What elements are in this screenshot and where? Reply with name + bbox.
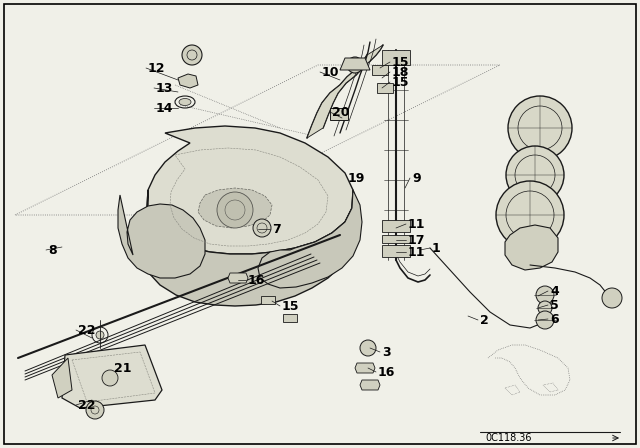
Text: 5: 5 (550, 298, 559, 311)
Text: 8: 8 (48, 244, 56, 257)
Text: 6: 6 (550, 313, 559, 326)
Text: 15: 15 (392, 56, 410, 69)
Text: 22: 22 (78, 323, 95, 336)
Polygon shape (140, 190, 358, 306)
Text: 0C118.36: 0C118.36 (485, 433, 531, 443)
Polygon shape (377, 83, 393, 93)
Text: 16: 16 (248, 273, 266, 287)
Polygon shape (355, 363, 375, 373)
Polygon shape (382, 50, 410, 65)
Text: 20: 20 (332, 105, 349, 119)
Text: 11: 11 (408, 246, 426, 258)
Polygon shape (178, 74, 198, 88)
Text: 13: 13 (156, 82, 173, 95)
Circle shape (187, 50, 197, 60)
Polygon shape (330, 108, 348, 120)
Circle shape (217, 192, 253, 228)
Text: 22: 22 (78, 399, 95, 412)
Text: 15: 15 (392, 76, 410, 89)
Circle shape (182, 45, 202, 65)
Polygon shape (283, 314, 297, 322)
Text: 12: 12 (148, 61, 166, 74)
Polygon shape (307, 45, 383, 138)
Polygon shape (228, 273, 248, 283)
Polygon shape (62, 345, 162, 408)
Text: 3: 3 (382, 345, 390, 358)
Circle shape (86, 401, 104, 419)
Polygon shape (261, 296, 275, 304)
Text: 1: 1 (432, 241, 441, 254)
Circle shape (506, 146, 564, 204)
Text: 14: 14 (156, 102, 173, 115)
Polygon shape (382, 245, 410, 257)
Ellipse shape (179, 99, 191, 105)
Polygon shape (198, 188, 272, 228)
Circle shape (508, 96, 572, 160)
Text: 7: 7 (272, 223, 281, 236)
Text: 16: 16 (378, 366, 396, 379)
Polygon shape (52, 358, 72, 398)
Polygon shape (340, 58, 370, 70)
Circle shape (602, 288, 622, 308)
Polygon shape (505, 225, 558, 270)
Circle shape (496, 181, 564, 249)
Circle shape (536, 311, 554, 329)
Polygon shape (360, 380, 380, 390)
Text: 17: 17 (408, 233, 426, 246)
Circle shape (253, 219, 271, 237)
Circle shape (347, 57, 363, 73)
Circle shape (102, 370, 118, 386)
Text: 18: 18 (392, 65, 410, 78)
Circle shape (96, 331, 104, 339)
Polygon shape (118, 195, 205, 278)
Text: 19: 19 (348, 172, 365, 185)
Polygon shape (147, 126, 353, 254)
Text: 15: 15 (282, 300, 300, 313)
Circle shape (360, 340, 376, 356)
Text: 11: 11 (408, 217, 426, 231)
Circle shape (538, 301, 552, 315)
Polygon shape (258, 190, 362, 288)
Text: 4: 4 (550, 284, 559, 297)
Polygon shape (382, 220, 410, 232)
Circle shape (536, 286, 554, 304)
Polygon shape (372, 65, 388, 75)
Text: 2: 2 (480, 314, 489, 327)
Text: 21: 21 (114, 362, 131, 375)
Text: 10: 10 (322, 65, 339, 78)
Polygon shape (382, 235, 410, 243)
Text: 9: 9 (412, 172, 420, 185)
